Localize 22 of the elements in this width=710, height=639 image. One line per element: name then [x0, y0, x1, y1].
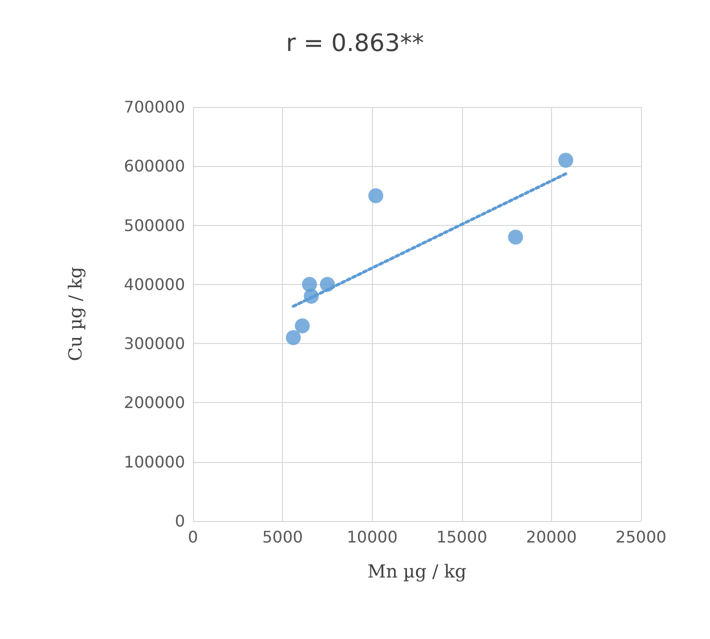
y-tick-label: 700000: [124, 98, 185, 116]
point: [508, 230, 524, 245]
y-tick-label: 200000: [124, 393, 185, 412]
y-tick-label: 300000: [124, 334, 185, 354]
x-axis-title: Mn µg / kg: [368, 562, 466, 582]
point: [368, 188, 384, 204]
point: [558, 152, 574, 168]
y-axis-title: Cu µg / kg: [66, 266, 86, 362]
x-tick-label: 25000: [616, 528, 666, 546]
y-tick-label: 400000: [124, 274, 185, 294]
y-tick-label: 600000: [124, 156, 185, 176]
x-tick-label: 10000: [346, 528, 398, 546]
chart-title: r = 0.863**: [286, 29, 424, 57]
point: [286, 330, 301, 346]
y-tick-label: 500000: [124, 216, 185, 235]
x-tick-label: 0: [188, 528, 198, 546]
y-tick-label: 100000: [124, 452, 185, 472]
y-tick-label: 0: [174, 512, 185, 530]
point: [294, 318, 310, 334]
x-tick-label: 5000: [262, 528, 303, 546]
x-tick-label: 15000: [436, 528, 488, 546]
x-tick-label: 20000: [526, 528, 577, 546]
